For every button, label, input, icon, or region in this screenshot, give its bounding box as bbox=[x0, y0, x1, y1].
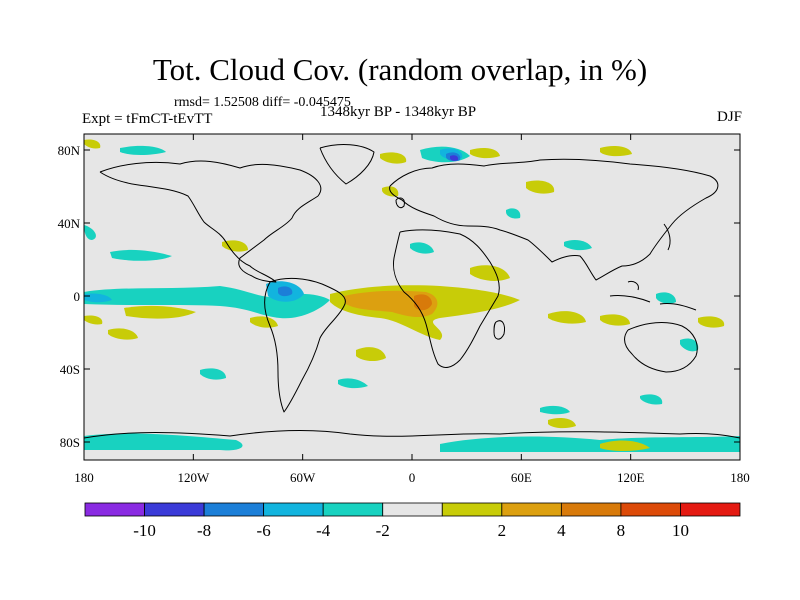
anomaly-patch bbox=[564, 240, 592, 251]
anomaly-patch bbox=[84, 433, 243, 451]
anomaly-patch bbox=[440, 436, 740, 452]
anomaly-patch bbox=[278, 286, 293, 297]
colorbar-swatch bbox=[322, 502, 384, 517]
anomaly-patch bbox=[548, 311, 586, 324]
anomaly-patch bbox=[338, 378, 368, 389]
colorbar-swatch bbox=[263, 502, 324, 517]
lat-tick-label: 80S bbox=[60, 435, 80, 450]
longitude-axis: 180 120W 60W 0 60E 120E 180 bbox=[74, 134, 750, 485]
colorbar-label: 8 bbox=[617, 521, 626, 540]
colorbar-swatch bbox=[144, 502, 205, 517]
anomaly-patch bbox=[222, 240, 248, 252]
anomaly-patch bbox=[470, 148, 500, 159]
coastline-antarctica bbox=[84, 429, 740, 439]
colorbar-label: -8 bbox=[197, 521, 211, 540]
season-label: DJF bbox=[716, 109, 742, 125]
coastline-north-america bbox=[99, 160, 322, 283]
colorbar-label: 10 bbox=[672, 521, 689, 540]
colorbar-swatch bbox=[84, 502, 145, 517]
lon-tick-label: 120E bbox=[617, 470, 645, 485]
anomaly-patch bbox=[110, 249, 172, 261]
lat-tick-label: 0 bbox=[74, 289, 81, 304]
coastline-australia bbox=[624, 322, 698, 373]
anomaly-patch bbox=[600, 146, 632, 157]
anomaly-patch bbox=[548, 418, 576, 429]
coastline-south-america bbox=[264, 277, 346, 413]
lat-tick-label: 40S bbox=[60, 362, 80, 377]
colorbar-swatch bbox=[382, 502, 443, 517]
anomaly-patch bbox=[526, 180, 555, 194]
anomaly-patch bbox=[640, 394, 663, 405]
anomaly-field bbox=[84, 139, 740, 452]
colorbar-swatch bbox=[501, 502, 562, 517]
anomaly-patch bbox=[410, 242, 434, 254]
anomaly-patch bbox=[124, 305, 196, 319]
anomaly-patch bbox=[698, 316, 725, 328]
coastline-british-isles bbox=[395, 197, 405, 209]
lon-tick-label: 60W bbox=[290, 470, 316, 485]
anomaly-patch bbox=[656, 292, 676, 304]
anomaly-patch bbox=[200, 368, 226, 380]
colorbar-label: -6 bbox=[257, 521, 271, 540]
colorbar-swatch bbox=[680, 502, 741, 517]
lon-tick-label: 0 bbox=[409, 470, 416, 485]
coastline-europe-asia bbox=[389, 158, 719, 281]
anomaly-patch bbox=[84, 315, 103, 325]
colorbar-label: -2 bbox=[376, 521, 390, 540]
colorbar-swatch bbox=[441, 502, 503, 517]
anomaly-patch bbox=[356, 347, 386, 362]
anomaly-patch bbox=[540, 405, 570, 415]
latitude-axis: 80N 40N 0 40S 80S bbox=[58, 143, 740, 450]
colorbar-label: -4 bbox=[316, 521, 331, 540]
anomaly-patch bbox=[450, 155, 459, 161]
coastline-japan bbox=[663, 223, 671, 251]
colorbar-label: 4 bbox=[557, 521, 566, 540]
anomaly-patch bbox=[120, 145, 166, 155]
lat-tick-label: 40N bbox=[58, 216, 81, 231]
colorbar-label: -10 bbox=[133, 521, 156, 540]
lon-tick-label: 180 bbox=[74, 470, 94, 485]
coastline-africa bbox=[393, 229, 500, 368]
anomaly-patch bbox=[506, 208, 521, 219]
lon-tick-label: 180 bbox=[730, 470, 750, 485]
anomaly-patch bbox=[600, 440, 650, 451]
anomaly-patch bbox=[380, 152, 407, 164]
colorbar-swatch bbox=[560, 502, 622, 517]
anomaly-patch bbox=[108, 328, 138, 340]
plot-title: Tot. Cloud Cov. (random overlap, in %) bbox=[152, 52, 648, 87]
coastline-greenland bbox=[319, 144, 375, 185]
lon-tick-label: 60E bbox=[511, 470, 532, 485]
colorbar-label: 2 bbox=[498, 521, 507, 540]
coastline-madagascar bbox=[493, 320, 505, 340]
coastline-indonesia bbox=[609, 281, 697, 311]
coastlines bbox=[84, 144, 740, 439]
anomaly-patch bbox=[84, 286, 330, 319]
lat-tick-label: 80N bbox=[58, 143, 81, 158]
lon-tick-label: 120W bbox=[177, 470, 210, 485]
anomaly-patch bbox=[680, 338, 699, 352]
anomaly-patch bbox=[470, 265, 510, 281]
colorbar-swatch bbox=[620, 502, 681, 517]
anomaly-patch bbox=[414, 294, 432, 311]
colorbar-swatch bbox=[203, 502, 265, 517]
anomaly-patch bbox=[84, 225, 96, 240]
anomaly-patch bbox=[250, 316, 278, 328]
period-label: 1348kyr BP - 1348kyr BP bbox=[320, 104, 477, 120]
anomaly-patch bbox=[84, 139, 101, 149]
colorbar: -10 -8 -6 -4 -2 2 4 8 10 bbox=[84, 502, 741, 540]
anomaly-patch bbox=[600, 314, 630, 326]
experiment-label: Expt = tFmCT-tEvTT bbox=[82, 111, 213, 127]
stats-text: rmsd= 1.52508 diff= -0.045475 bbox=[174, 95, 351, 110]
anomaly-patch bbox=[84, 293, 112, 303]
